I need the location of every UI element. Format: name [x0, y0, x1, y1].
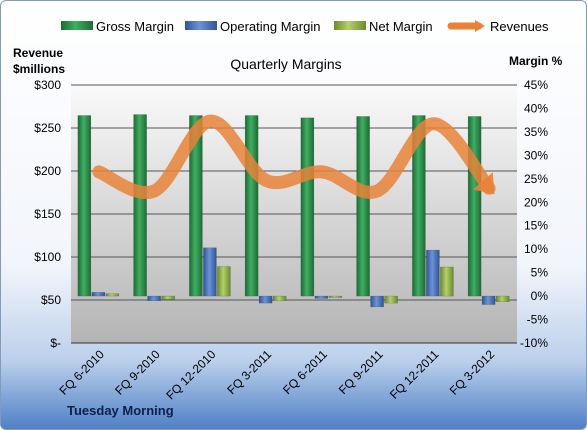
operating-margin-bar — [147, 295, 161, 302]
net-margin-bar — [328, 295, 343, 298]
legend-label-gross-margin: Gross Margin — [96, 19, 174, 34]
left-tick-label: $200 — [34, 164, 61, 178]
operating-margin-bar — [481, 295, 496, 305]
left-axis-title-line1: Revenue — [13, 46, 63, 60]
bars-layer — [77, 114, 510, 308]
left-axis-title-line2: $millions — [13, 62, 65, 76]
left-tick-label: $150 — [34, 207, 61, 221]
x-axis-ticks: FQ 6-2010 FQ 9-2010 FQ 12-2010 FQ 3-2011 FQ … — [57, 347, 498, 402]
operating-margin-bar — [91, 292, 106, 297]
right-tick-label: 5% — [531, 266, 549, 280]
chart-legend: Gross Margin Operating Margin Net Margin… — [61, 19, 549, 34]
x-tick-label: FQ 6-2011 — [280, 347, 330, 397]
net-margin-bar — [161, 295, 175, 300]
operating-margin-bar — [426, 249, 440, 297]
left-tick-label: $50 — [41, 293, 61, 307]
operating-margin-bar — [258, 295, 273, 304]
right-tick-label: 25% — [524, 172, 548, 186]
legend-swatch-gross-margin — [61, 21, 93, 30]
left-tick-label: $100 — [34, 250, 61, 264]
net-margin-bar — [440, 266, 454, 297]
right-tick-label: -10% — [520, 336, 548, 350]
gross-margin-bar — [189, 115, 203, 297]
gross-margin-bar — [412, 115, 426, 297]
right-tick-label: -5% — [527, 313, 549, 327]
gross-margin-bar — [356, 116, 370, 297]
right-axis-title: Margin % — [509, 54, 563, 68]
gross-margin-bar — [244, 115, 259, 297]
net-margin-bar — [105, 293, 120, 297]
left-tick-label: $300 — [34, 78, 61, 92]
net-margin-bar — [384, 295, 398, 304]
chart-title: Quarterly Margins — [230, 56, 341, 72]
left-tick-label: $250 — [34, 121, 61, 135]
x-tick-label: FQ 3-2012 — [447, 347, 498, 398]
x-tick-label: FQ 9-2011 — [336, 347, 386, 397]
gross-margin-bar — [77, 115, 92, 297]
revenues-line — [92, 114, 496, 199]
revenues-arrow-icon — [472, 172, 495, 195]
gross-margin-bar — [467, 116, 482, 297]
x-tick-label: FQ 12-2010 — [163, 347, 218, 402]
legend-label-revenues: Revenues — [490, 19, 549, 34]
company-name: Tuesday Morning — [67, 403, 174, 418]
left-axis-ticks: $- $50 $100 $150 $200 $250 $300 — [34, 78, 61, 350]
right-tick-label: 20% — [524, 195, 548, 209]
legend-label-net-margin: Net Margin — [369, 19, 433, 34]
gross-margin-bar — [300, 117, 315, 297]
right-tick-label: 10% — [524, 242, 548, 256]
right-tick-label: 15% — [524, 219, 548, 233]
operating-margin-bar — [203, 247, 217, 297]
x-tick-label: FQ 9-2010 — [112, 347, 163, 398]
right-tick-label: 45% — [524, 78, 548, 92]
right-tick-label: 35% — [524, 125, 548, 139]
revenue-line-layer — [92, 114, 496, 199]
right-axis-ticks: -10% -5% 0% 5% 10% 15% 20% 25% 30% 35% 40% 45% — [520, 78, 548, 350]
x-tick-label: FQ 3-2011 — [224, 347, 274, 397]
x-tick-label: FQ 6-2010 — [57, 347, 108, 398]
legend-label-operating-margin: Operating Margin — [220, 19, 320, 34]
operating-margin-bar — [370, 295, 384, 308]
x-tick-label: FQ 12-2011 — [387, 347, 442, 402]
net-margin-bar — [272, 295, 287, 302]
net-margin-bar — [495, 295, 510, 302]
legend-arrow-icon — [475, 20, 485, 32]
gross-margin-bar — [133, 114, 147, 297]
legend-swatch-operating-margin — [185, 21, 217, 30]
left-tick-label: $- — [50, 336, 61, 350]
right-tick-label: 30% — [524, 148, 548, 162]
legend-swatch-net-margin — [334, 21, 366, 30]
right-tick-label: 40% — [524, 101, 548, 115]
operating-margin-bar — [314, 295, 329, 299]
right-tick-label: 0% — [531, 289, 549, 303]
net-margin-bar — [217, 266, 231, 297]
